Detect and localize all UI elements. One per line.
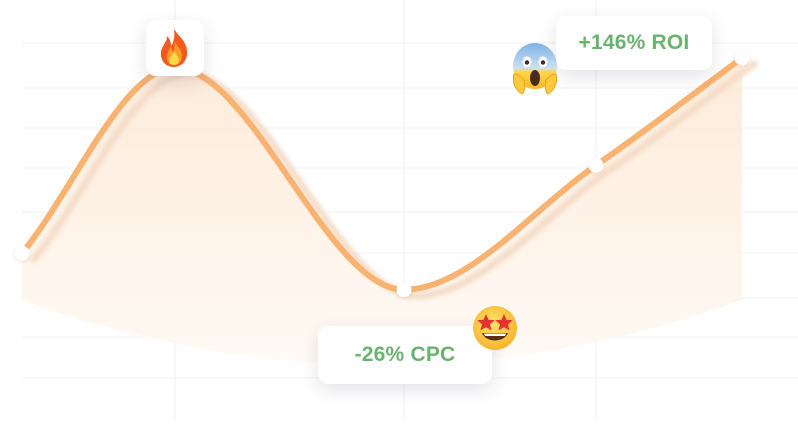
data-point-2 [396,282,412,298]
data-point-3 [588,157,604,173]
data-point-4 [734,50,750,66]
fire-icon [160,28,188,67]
cpc-card: -26% CPC [318,326,492,384]
star-struck-face-icon [473,306,517,350]
area-fill [22,58,742,365]
roi-card: +146% ROI [556,16,712,70]
roi-label: +146% ROI [578,31,690,54]
series-line [19,55,745,293]
cpc-label: -26% CPC [354,343,456,366]
face-screaming-in-fear-icon [512,43,558,95]
data-point-0 [14,245,30,261]
